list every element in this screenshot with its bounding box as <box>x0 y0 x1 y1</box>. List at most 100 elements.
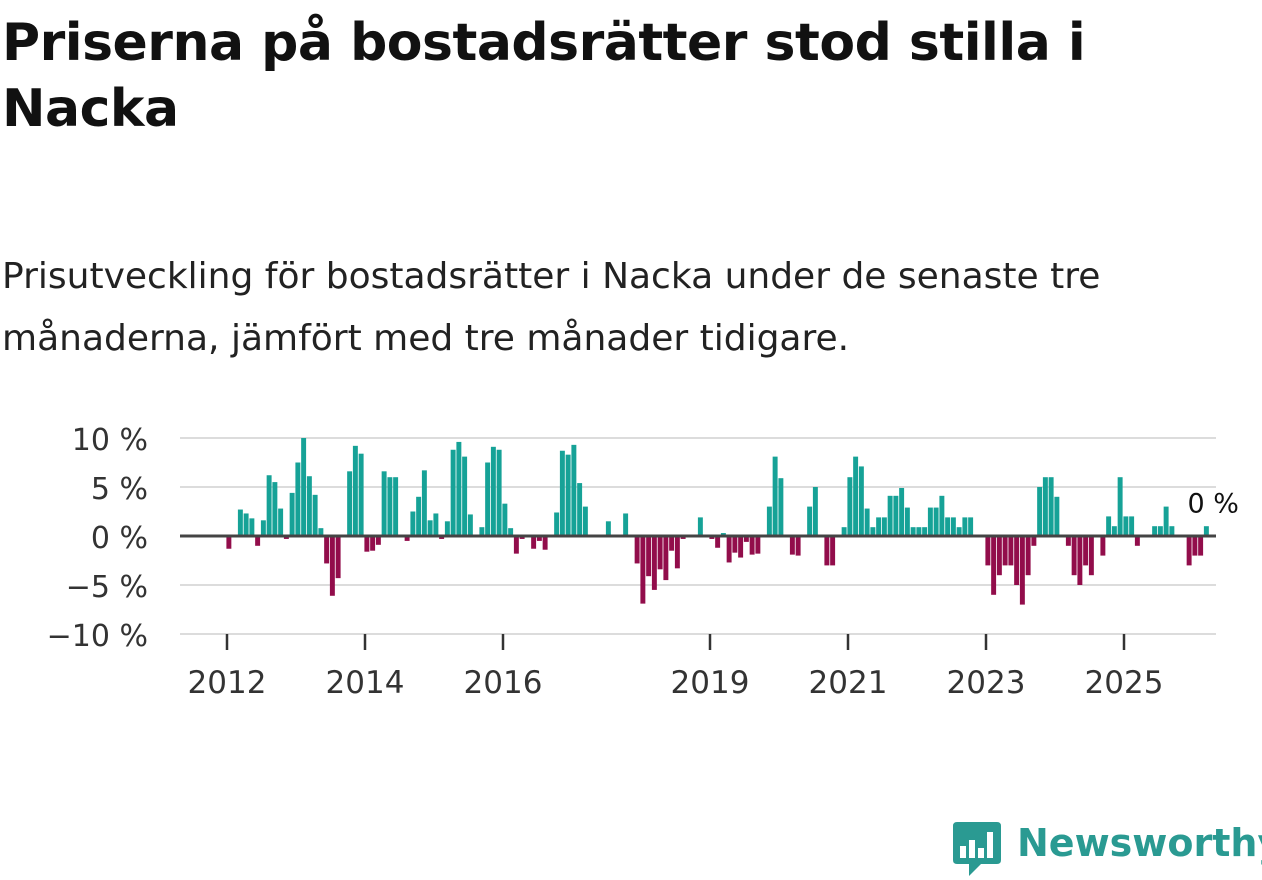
x-tick-label: 2021 <box>809 665 888 701</box>
bar <box>732 536 738 553</box>
bar <box>841 527 847 536</box>
bar <box>444 521 450 536</box>
bar <box>663 536 669 581</box>
bar <box>996 536 1002 576</box>
bar <box>899 487 905 536</box>
bar <box>381 471 387 536</box>
newsworthy-brand: Newsworthy <box>951 818 1262 880</box>
bar <box>559 450 565 536</box>
y-axis-tick-labels: 10 % 5 % 0 % −5 % −10 % <box>47 423 148 654</box>
chart-bars <box>226 438 1209 605</box>
bar <box>939 495 945 536</box>
x-tick-label: 2023 <box>947 665 1026 701</box>
bar <box>577 483 583 536</box>
bar <box>1123 516 1129 536</box>
bar <box>243 513 249 536</box>
bar <box>824 536 830 566</box>
bar <box>272 482 278 536</box>
bar <box>1192 536 1198 556</box>
bar <box>789 536 795 555</box>
bar <box>536 536 542 541</box>
bar <box>933 507 939 536</box>
bar <box>1157 526 1163 536</box>
bar <box>927 507 933 536</box>
bar <box>1100 536 1106 556</box>
bar <box>847 477 853 536</box>
x-tick-label: 2016 <box>464 665 543 701</box>
x-tick-label: 2012 <box>188 665 267 701</box>
bar <box>335 536 341 579</box>
bar <box>393 477 399 536</box>
bar <box>404 536 410 541</box>
bar <box>255 536 261 546</box>
bar <box>887 495 893 536</box>
bar <box>726 536 732 563</box>
bar <box>370 536 376 551</box>
bar <box>462 456 468 536</box>
y-tick-label: −10 % <box>47 619 148 654</box>
bar <box>1152 526 1158 536</box>
bar <box>513 536 519 554</box>
bar <box>490 446 496 536</box>
last-value-label: 0 % <box>1188 488 1239 519</box>
bar <box>531 536 537 549</box>
brand-name: Newsworthy <box>1017 821 1262 865</box>
bar <box>312 494 318 536</box>
bar <box>1077 536 1083 585</box>
bar <box>1014 536 1020 585</box>
bar <box>502 503 508 536</box>
bar <box>347 471 353 536</box>
bar <box>1134 536 1140 546</box>
bar <box>301 438 307 536</box>
bar <box>1106 516 1112 536</box>
bar <box>1025 536 1031 576</box>
bar <box>421 470 427 536</box>
bar <box>433 513 439 536</box>
bar <box>295 462 301 536</box>
bar <box>916 527 922 536</box>
bar <box>1037 487 1043 536</box>
bar <box>416 496 422 536</box>
bar <box>1186 536 1192 566</box>
bar <box>508 528 514 536</box>
bar <box>1198 536 1204 556</box>
bar <box>260 520 266 536</box>
bar <box>864 508 870 536</box>
bar <box>968 517 974 536</box>
bar <box>904 507 910 536</box>
y-tick-label: −5 % <box>66 570 148 605</box>
bar <box>669 536 675 551</box>
bar <box>922 527 928 536</box>
bar <box>743 536 749 542</box>
bar <box>623 513 629 536</box>
bar <box>1169 526 1175 536</box>
bar <box>910 527 916 536</box>
bar <box>306 476 312 536</box>
bar <box>1088 536 1094 576</box>
chart-annotations: 0 %0 % <box>1184 484 1243 523</box>
bar <box>1071 536 1077 576</box>
bar <box>646 536 652 577</box>
bar <box>962 517 968 536</box>
bar <box>542 536 548 550</box>
bar <box>795 536 801 556</box>
bar <box>1111 526 1117 536</box>
x-tick-label: 2014 <box>326 665 405 701</box>
y-tick-label: 0 % <box>91 521 148 556</box>
bar <box>565 454 571 536</box>
bar <box>858 466 864 536</box>
bar <box>467 514 473 536</box>
bar <box>697 517 703 536</box>
bar <box>1002 536 1008 566</box>
bar <box>450 449 456 536</box>
bar <box>830 536 836 566</box>
bar <box>1054 496 1060 536</box>
bar <box>318 528 324 536</box>
bar <box>634 536 640 564</box>
bar <box>772 456 778 536</box>
bar <box>1129 516 1135 536</box>
bar <box>778 478 784 536</box>
bar <box>985 536 991 566</box>
bar <box>1203 526 1209 536</box>
bar <box>1083 536 1089 566</box>
